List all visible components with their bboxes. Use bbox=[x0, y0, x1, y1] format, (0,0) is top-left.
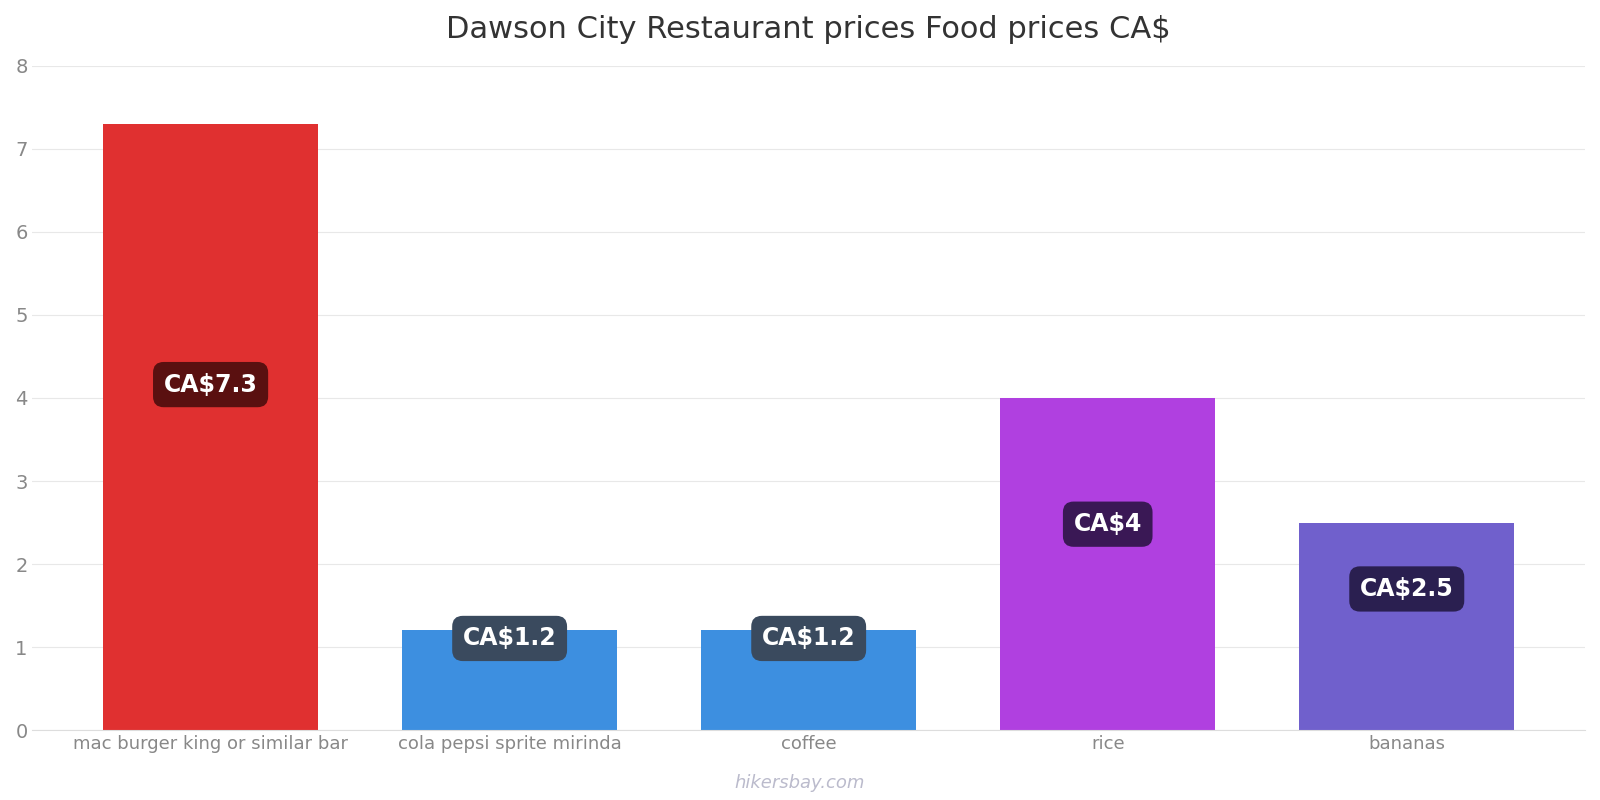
Bar bbox=[102, 124, 318, 730]
Bar bbox=[701, 630, 917, 730]
Bar bbox=[1000, 398, 1216, 730]
Text: CA$7.3: CA$7.3 bbox=[163, 373, 258, 397]
Text: CA$4: CA$4 bbox=[1074, 512, 1142, 536]
Bar bbox=[1299, 522, 1515, 730]
Text: hikersbay.com: hikersbay.com bbox=[734, 774, 866, 792]
Text: CA$1.2: CA$1.2 bbox=[462, 626, 557, 650]
Text: CA$2.5: CA$2.5 bbox=[1360, 577, 1454, 601]
Title: Dawson City Restaurant prices Food prices CA$: Dawson City Restaurant prices Food price… bbox=[446, 15, 1171, 44]
Bar bbox=[402, 630, 618, 730]
Text: CA$1.2: CA$1.2 bbox=[762, 626, 856, 650]
